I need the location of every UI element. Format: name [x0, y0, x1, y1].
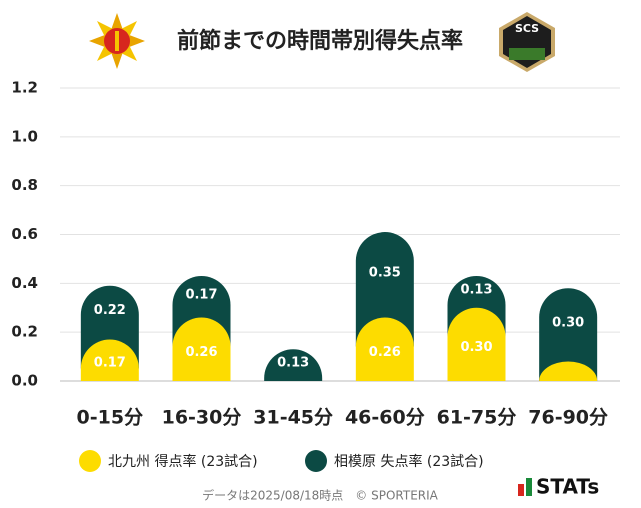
x-tick-label: 0-15分	[77, 407, 144, 429]
x-tick-label: 31-45分	[253, 407, 333, 429]
bar-segment	[355, 232, 414, 347]
y-tick-label: 0.2	[11, 323, 38, 341]
bar-segment	[264, 349, 323, 381]
legend-label: 北九州 得点率 (23試合)	[108, 453, 258, 470]
value-label: 0.30	[552, 315, 584, 330]
away-logo: SCS	[499, 12, 555, 72]
y-tick-label: 0.6	[11, 225, 38, 243]
y-tick-label: 1.0	[11, 127, 38, 145]
badge-text: SCS	[515, 22, 539, 35]
value-label: 0.13	[460, 282, 492, 297]
bar-segment	[539, 288, 598, 381]
y-tick-label: 1.2	[11, 79, 38, 97]
y-tick-label: 0.8	[11, 176, 38, 194]
value-label: 0.26	[185, 345, 217, 360]
bar-segment	[172, 317, 231, 381]
legend-label: 相模原 失点率 (23試合)	[334, 453, 484, 470]
footnote: データは2025/08/18時点 © SPORTERIA	[202, 488, 439, 503]
chart-title: 前節までの時間帯別得失点率	[177, 28, 463, 54]
legend-marker	[305, 450, 327, 472]
bar-segment	[80, 339, 139, 381]
x-tick-label: 61-75分	[437, 407, 517, 429]
bar-segment	[539, 361, 598, 381]
value-label: 0.13	[277, 356, 309, 371]
value-label: 0.30	[460, 340, 492, 355]
bar-segment	[447, 307, 506, 381]
value-label: 0.17	[185, 287, 217, 302]
home-logo	[89, 13, 145, 69]
y-tick-label: 0.4	[11, 274, 38, 292]
x-tick-label: 46-60分	[345, 407, 425, 429]
value-label: 0.26	[369, 345, 401, 360]
value-label: 0.17	[94, 356, 126, 371]
legend-marker	[79, 450, 101, 472]
value-label: 0.22	[94, 303, 126, 318]
y-tick-label: 0.0	[11, 372, 38, 390]
value-label: 0.35	[369, 265, 401, 280]
x-tick-label: 16-30分	[162, 407, 242, 429]
brand: STATs	[536, 475, 599, 499]
brand-logo: STATs	[518, 475, 599, 499]
bar-segment	[355, 317, 414, 381]
x-tick-label: 76-90分	[528, 407, 608, 429]
